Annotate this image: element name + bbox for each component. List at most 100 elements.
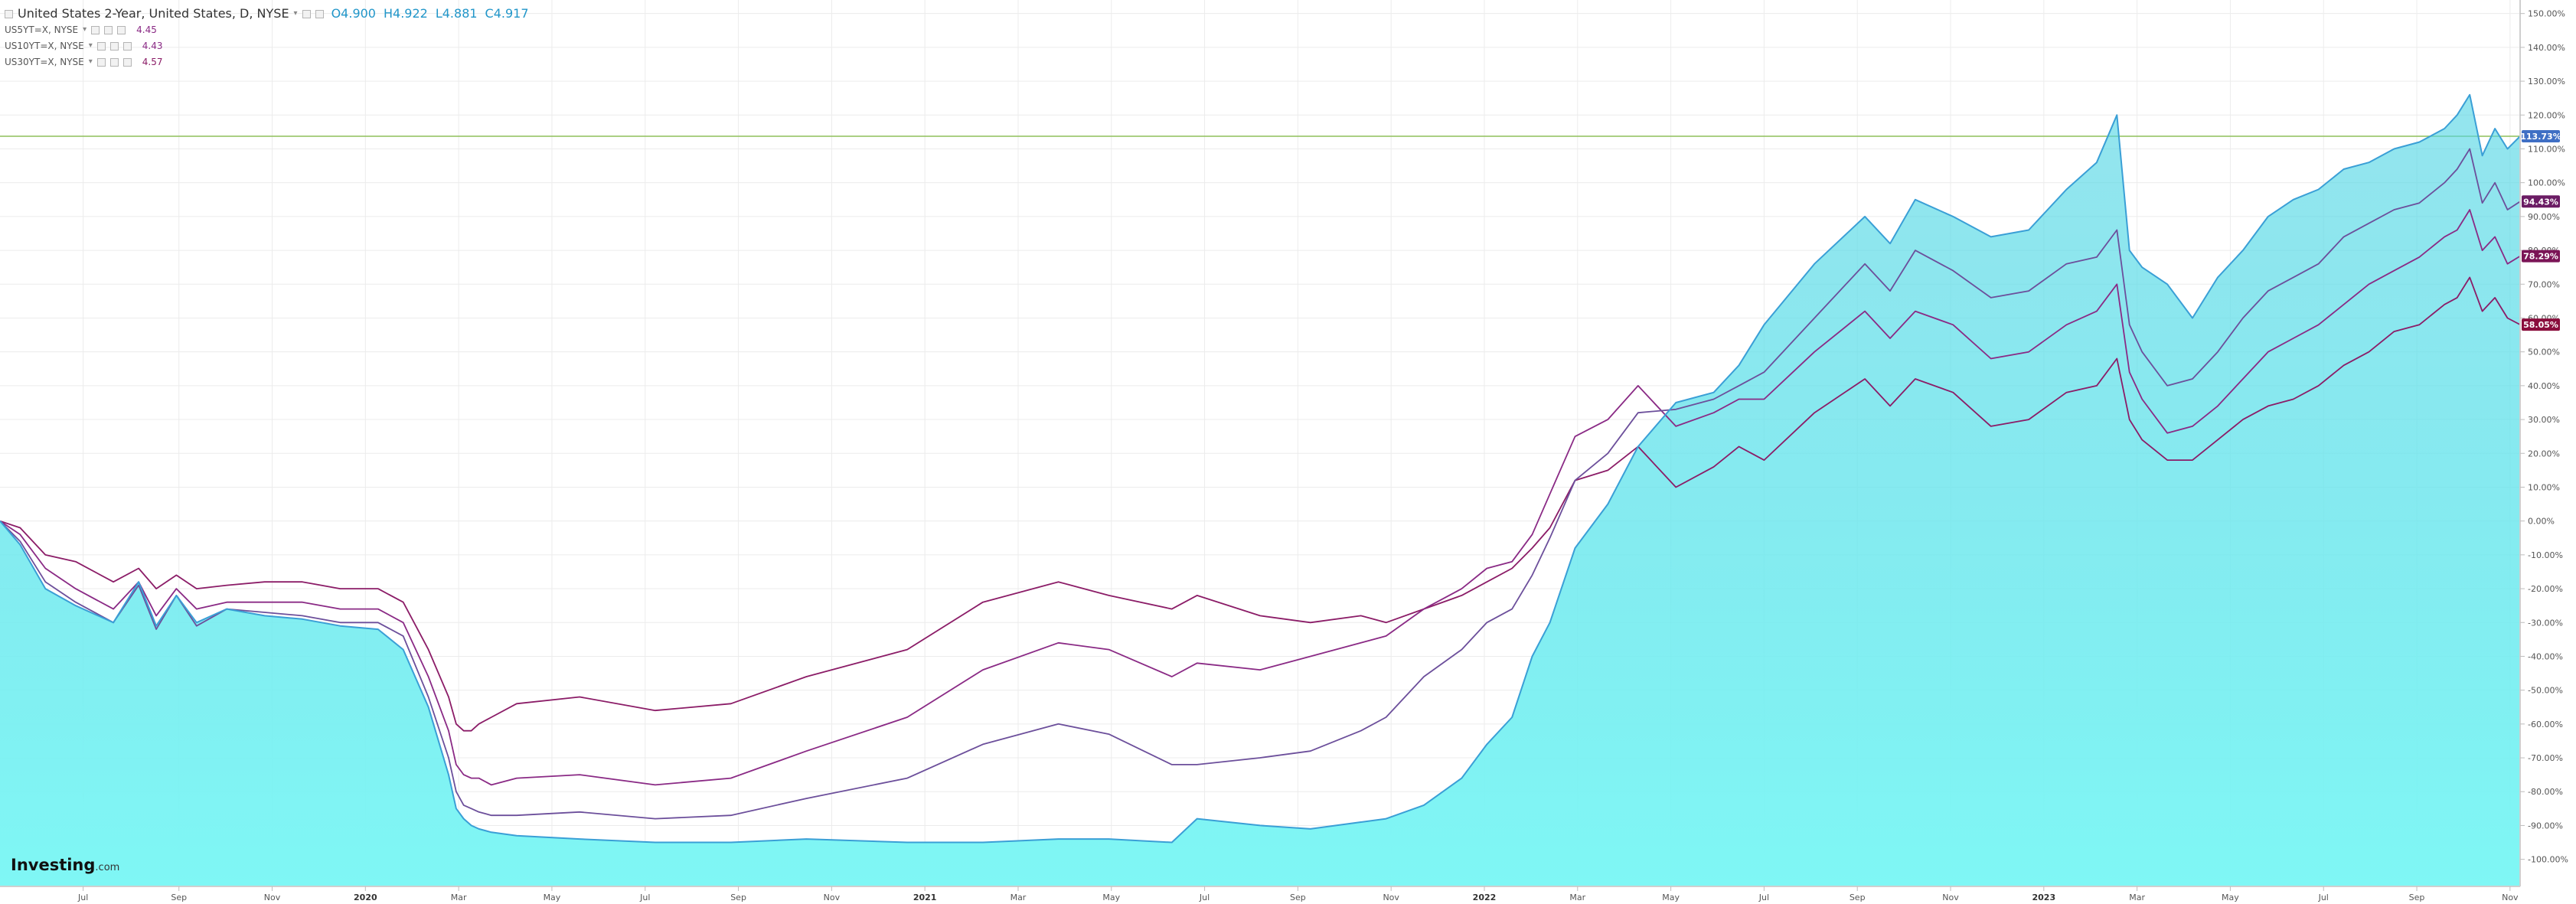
chevron-down-icon[interactable]: ▾: [293, 9, 298, 18]
x-tick-label: 2022: [1473, 893, 1497, 902]
close-icon[interactable]: [122, 41, 132, 51]
x-tick-label: Mar: [1010, 893, 1027, 902]
series-label: US5YT=X, NYSE: [5, 24, 79, 35]
ohlc-open: O4.900: [331, 6, 376, 21]
y-tick-label: 20.00%: [2528, 449, 2560, 459]
y-tick-label: 130.00%: [2528, 77, 2565, 86]
legend-row-us5y[interactable]: US5YT=X, NYSE ▾ 4.45: [5, 22, 529, 38]
x-tick-label: Sep: [1850, 893, 1866, 902]
y-tick-label: -40.00%: [2528, 651, 2563, 661]
ohlc-close: C4.917: [485, 6, 529, 21]
x-tick-label: Mar: [1569, 893, 1585, 902]
chevron-down-icon[interactable]: ▾: [88, 57, 93, 66]
chevron-down-icon[interactable]: ▾: [83, 25, 87, 34]
last-value-badge: [2522, 195, 2560, 208]
ohlc-high: H4.922: [383, 6, 428, 21]
legend-row-us30y[interactable]: US30YT=X, NYSE ▾ 4.57: [5, 54, 529, 70]
legend-main-series[interactable]: United States 2-Year, United States, D, …: [5, 6, 529, 21]
x-tick-label: Mar: [451, 893, 467, 902]
x-tick-label: Jul: [2318, 893, 2329, 902]
x-tick-label: Sep: [1290, 893, 1306, 902]
series-value: 4.43: [142, 41, 163, 51]
settings-icon[interactable]: [109, 57, 119, 67]
x-tick-label: May: [1662, 893, 1680, 902]
last-value-text: 58.05%: [2523, 320, 2558, 330]
y-tick-label: -100.00%: [2528, 855, 2568, 865]
series-label: US10YT=X, NYSE: [5, 41, 84, 51]
main-series-title: United States 2-Year, United States, D, …: [18, 6, 289, 21]
y-tick-label: 140.00%: [2528, 43, 2565, 53]
series-value: 4.57: [142, 57, 163, 67]
eye-icon[interactable]: [91, 25, 100, 34]
series-line-0[interactable]: [0, 93, 2520, 844]
y-tick-label: -10.00%: [2528, 550, 2563, 560]
last-value-text: 78.29%: [2523, 252, 2558, 262]
last-value-badges: 113.73% 94.43% 78.29% 58.05%: [2520, 129, 2561, 331]
y-tick-label: -30.00%: [2528, 618, 2563, 628]
y-tick-label: -50.00%: [2528, 686, 2563, 696]
x-tick-label: Jul: [1199, 893, 1210, 902]
y-tick-label: 150.00%: [2528, 9, 2565, 19]
legend: United States 2-Year, United States, D, …: [5, 6, 529, 70]
legend-row-us10y[interactable]: US10YT=X, NYSE ▾ 4.43: [5, 38, 529, 54]
eye-icon[interactable]: [96, 41, 106, 51]
x-axis[interactable]: Jul Sep Nov 2020 Mar May Jul Sep Nov 2021 Mar May Ju…: [77, 886, 2519, 902]
x-tick-label: May: [544, 893, 561, 902]
settings-icon[interactable]: [302, 9, 311, 18]
last-value-badge: [2522, 318, 2560, 331]
x-tick-label: Nov: [264, 893, 281, 902]
x-tick-label: Jul: [639, 893, 650, 902]
series-line-3[interactable]: [0, 276, 2520, 732]
x-tick-label: 2021: [913, 893, 937, 902]
close-icon[interactable]: [315, 9, 324, 18]
x-tick-label: Jul: [1758, 893, 1769, 902]
x-tick-label: Sep: [171, 893, 187, 902]
x-tick-label: 2023: [2032, 893, 2055, 902]
settings-icon[interactable]: [104, 25, 113, 34]
eye-icon[interactable]: [96, 57, 106, 67]
x-tick-label: May: [2222, 893, 2239, 902]
area-fill-us2y: [0, 94, 2520, 886]
settings-icon[interactable]: [109, 41, 119, 51]
y-tick-label: -20.00%: [2528, 584, 2563, 594]
collapse-icon[interactable]: [5, 9, 13, 18]
brand-suffix: .com: [95, 862, 120, 873]
series-label: US30YT=X, NYSE: [5, 57, 84, 67]
y-tick-label: 90.00%: [2528, 212, 2560, 222]
y-tick-label: 10.00%: [2528, 482, 2560, 492]
last-value-text: 113.73%: [2520, 132, 2561, 142]
x-tick-label: Mar: [2129, 893, 2145, 902]
series-value: 4.45: [136, 24, 157, 35]
series-line-2[interactable]: [0, 209, 2520, 786]
x-tick-label: Sep: [730, 893, 746, 902]
y-tick-label: -90.00%: [2528, 821, 2563, 831]
plot-area[interactable]: [0, 93, 2520, 886]
y-tick-label: 100.00%: [2528, 178, 2565, 188]
x-tick-label: Nov: [2502, 893, 2519, 902]
ohlc-low: L4.881: [435, 6, 478, 21]
x-tick-label: Nov: [1383, 893, 1399, 902]
last-value-badge: [2522, 129, 2560, 142]
investing-logo: Investing.com: [11, 856, 119, 874]
x-tick-label: Jul: [77, 893, 88, 902]
y-tick-label: 50.00%: [2528, 348, 2560, 357]
last-value-text: 94.43%: [2523, 197, 2558, 207]
x-tick-label: Nov: [1942, 893, 1959, 902]
y-tick-label: 70.00%: [2528, 279, 2560, 289]
series-line-1[interactable]: [0, 148, 2520, 820]
y-tick-label: -70.00%: [2528, 753, 2563, 763]
x-tick-label: Sep: [2409, 893, 2425, 902]
chevron-down-icon[interactable]: ▾: [88, 41, 93, 50]
close-icon[interactable]: [122, 57, 132, 67]
last-value-badge: [2522, 250, 2560, 263]
close-icon[interactable]: [117, 25, 126, 34]
y-tick-label: 120.00%: [2528, 110, 2565, 120]
x-tick-label: 2020: [354, 893, 377, 902]
y-tick-label: 30.00%: [2528, 415, 2560, 425]
y-tick-label: 110.00%: [2528, 144, 2565, 154]
y-tick-label: -80.00%: [2528, 787, 2563, 797]
y-tick-label: -60.00%: [2528, 720, 2563, 729]
brand-name: Investing: [11, 856, 96, 874]
x-tick-label: May: [1102, 893, 1120, 902]
